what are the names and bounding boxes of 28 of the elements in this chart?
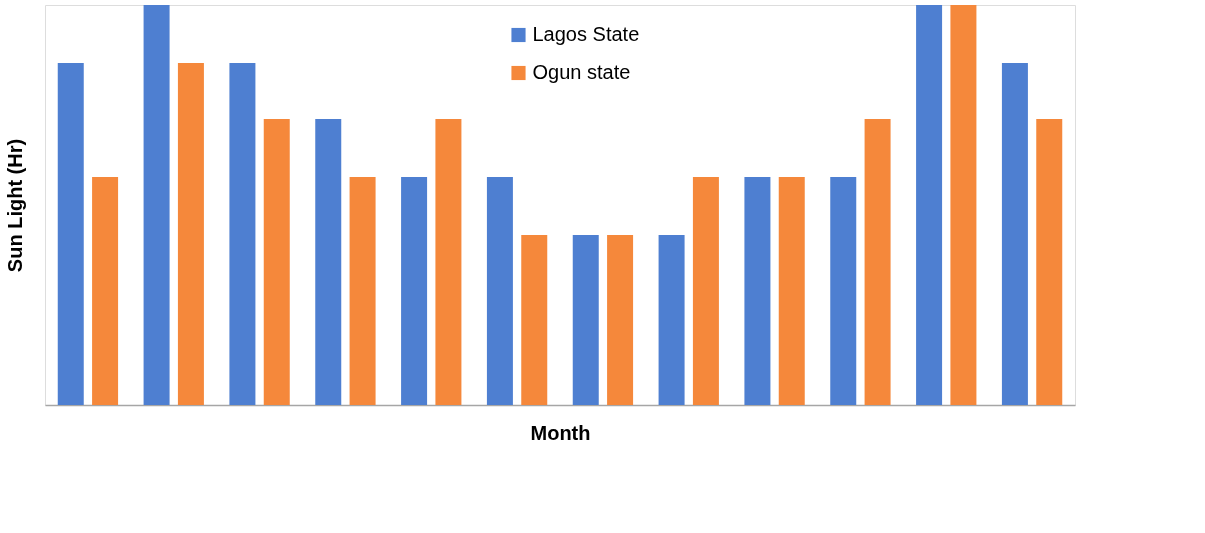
- bar: [1001, 63, 1028, 405]
- bar: [692, 177, 719, 405]
- x-axis-title: Month: [530, 421, 591, 444]
- bar: [401, 177, 428, 405]
- bar: [263, 119, 290, 405]
- bar: [778, 177, 805, 405]
- y-axis-title: Sun Light (Hr): [3, 138, 26, 273]
- bar: [177, 63, 204, 405]
- bar: [349, 177, 376, 405]
- bar: [950, 5, 977, 405]
- bar: [435, 119, 462, 405]
- bar: [315, 119, 342, 405]
- legend-label: Ogun state: [532, 61, 631, 83]
- bar: [864, 119, 891, 405]
- bar: [744, 177, 771, 405]
- bar: [486, 177, 513, 405]
- bar: [607, 235, 634, 405]
- bar: [572, 235, 599, 405]
- bar: [1036, 119, 1063, 405]
- bar: [658, 235, 685, 405]
- bar: [143, 5, 170, 405]
- bar: [229, 63, 256, 405]
- bar: [916, 5, 943, 405]
- bar: [830, 177, 857, 405]
- legend-label: Lagos State: [532, 23, 640, 45]
- bar: [521, 235, 548, 405]
- bar: [92, 177, 119, 405]
- bar: [57, 63, 84, 405]
